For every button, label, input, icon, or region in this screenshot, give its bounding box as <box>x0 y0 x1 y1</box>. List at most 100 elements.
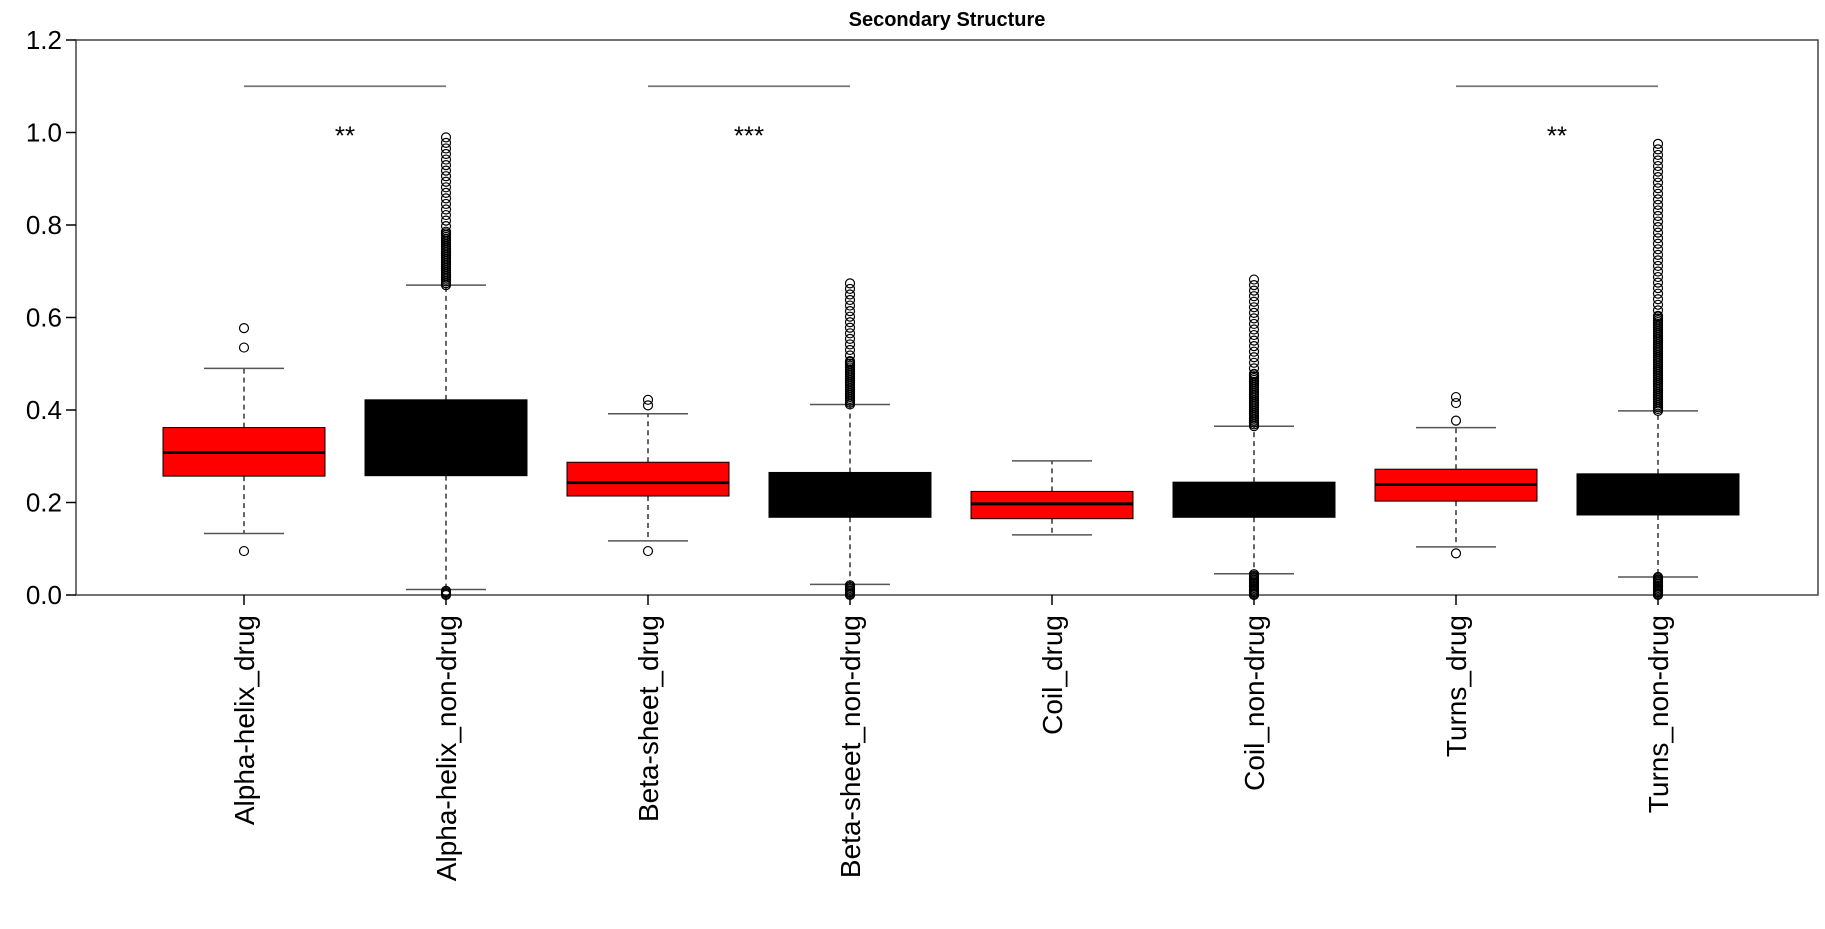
y-tick-label: 0.6 <box>26 303 62 333</box>
outlier-point <box>440 204 452 215</box>
outlier-point <box>1248 346 1260 357</box>
x-category-label: Turns_drug <box>1441 615 1472 757</box>
significance-label: ** <box>1547 121 1567 151</box>
outlier-point <box>238 342 250 353</box>
outlier-point <box>1652 194 1664 205</box>
outlier-point <box>1248 363 1260 374</box>
outlier-point <box>1652 138 1664 149</box>
outlier-point <box>1652 294 1664 305</box>
outlier-point <box>1652 271 1664 283</box>
outlier-point <box>1248 329 1260 341</box>
box-Coil_non-drug <box>1172 274 1336 601</box>
outlier-point <box>238 545 250 557</box>
outlier-point <box>440 193 452 204</box>
outlier-point <box>1248 341 1260 352</box>
outlier-point <box>1652 238 1664 249</box>
outlier-point <box>1248 318 1260 330</box>
outlier-point <box>1248 302 1260 313</box>
box-Beta-sheet_drug <box>566 394 730 557</box>
outlier-point <box>642 545 654 557</box>
outlier-point <box>1652 277 1664 288</box>
outlier-point <box>1652 310 1664 322</box>
outlier-point <box>440 171 452 182</box>
outlier-point <box>440 132 452 143</box>
outlier-point <box>1652 216 1664 227</box>
outlier-point <box>1652 260 1664 272</box>
outlier-point <box>844 322 856 333</box>
significance-label: *** <box>734 121 764 151</box>
outlier-point <box>844 350 856 361</box>
outlier-point <box>844 306 856 317</box>
y-tick-label: 0.2 <box>26 488 62 518</box>
outlier-point <box>1652 210 1664 222</box>
x-category-label: Coil_drug <box>1037 615 1068 735</box>
outlier-point <box>1450 415 1462 426</box>
box-Turns_non-drug <box>1576 138 1740 601</box>
outlier-point <box>844 278 856 289</box>
outlier-point <box>844 344 856 356</box>
outlier-point <box>440 176 452 187</box>
outlier-point <box>1248 324 1260 335</box>
outlier-point <box>440 198 452 210</box>
outlier-point <box>440 215 452 226</box>
outlier-point <box>1248 357 1260 368</box>
outlier-point <box>440 137 452 149</box>
outlier-point <box>1652 149 1664 161</box>
y-tick-label: 0.0 <box>26 580 62 610</box>
outlier-point <box>844 289 856 300</box>
outlier-point <box>1652 199 1664 211</box>
outlier-point <box>1248 313 1260 324</box>
outlier-point <box>440 221 452 232</box>
outlier-point <box>1450 391 1462 403</box>
box-iqr <box>566 461 730 497</box>
outlier-point <box>238 323 250 334</box>
outlier-point <box>642 400 654 411</box>
outlier-point <box>1652 244 1664 255</box>
outlier-point <box>1450 548 1462 559</box>
outlier-point <box>1652 160 1664 172</box>
outlier-point <box>1652 222 1664 233</box>
outlier-point <box>1248 280 1260 291</box>
outlier-point <box>440 143 452 154</box>
box-Turns_drug <box>1374 391 1538 559</box>
outlier-point <box>1652 255 1664 266</box>
outlier-point <box>1248 569 1260 580</box>
outlier-point <box>1652 233 1664 244</box>
y-tick-label: 0.4 <box>26 395 62 425</box>
x-category-label: Alpha-helix_non-drug <box>431 615 462 881</box>
outlier-point <box>1248 352 1260 363</box>
outlier-point <box>844 300 856 311</box>
chart-title: Secondary Structure <box>849 9 1046 31</box>
outlier-point <box>844 317 856 328</box>
outlier-point <box>844 580 856 591</box>
outlier-point <box>440 182 452 193</box>
significance-label: ** <box>335 121 355 151</box>
outlier-point <box>642 394 654 405</box>
x-category-label: Turns_non-drug <box>1643 615 1674 813</box>
outlier-point <box>844 311 856 322</box>
outlier-point <box>844 283 856 295</box>
outlier-point <box>1248 307 1260 318</box>
outlier-point <box>440 148 452 160</box>
box-Alpha-helix_non-drug <box>364 132 528 601</box>
y-tick-label: 1.2 <box>26 25 62 55</box>
outlier-point <box>1652 249 1664 260</box>
outlier-point <box>440 209 452 221</box>
outlier-point <box>844 333 856 344</box>
x-category-label: Coil_non-drug <box>1239 615 1270 791</box>
box-Coil_drug <box>970 460 1134 536</box>
outlier-point <box>1652 283 1664 294</box>
outlier-point <box>1652 172 1664 183</box>
outlier-point <box>1652 205 1664 216</box>
outlier-point <box>844 328 856 339</box>
outlier-point <box>1248 368 1260 380</box>
outlier-point <box>1652 571 1664 583</box>
outlier-point <box>1450 397 1462 409</box>
outlier-point <box>844 355 856 367</box>
outlier-point <box>844 339 856 350</box>
outlier-point <box>1652 288 1664 299</box>
x-category-label: Beta-sheet_non-drug <box>835 615 866 878</box>
outlier-point <box>1652 166 1664 177</box>
